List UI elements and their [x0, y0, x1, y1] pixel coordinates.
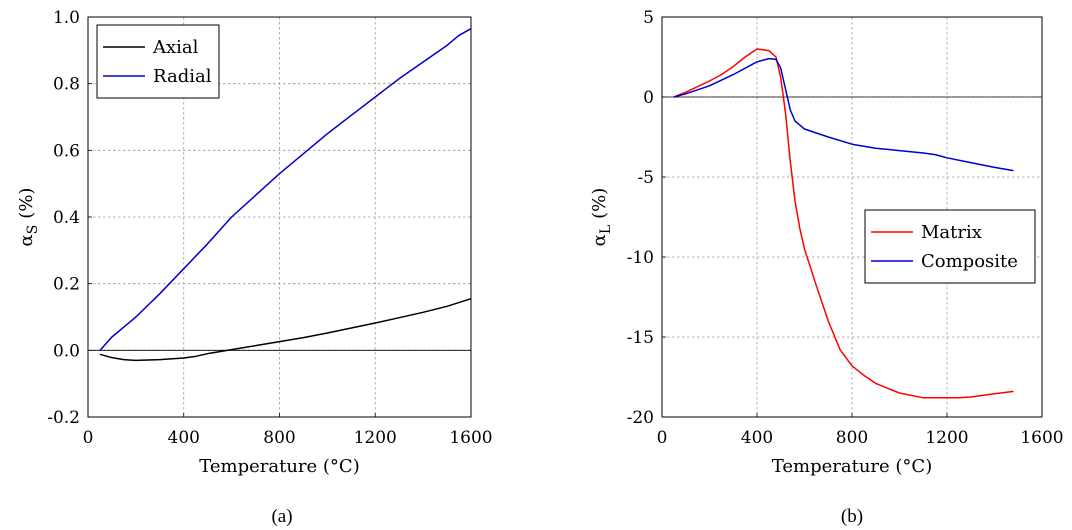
y-tick-label: 0.6 [53, 141, 80, 161]
y-tick-label: 5 [643, 8, 654, 28]
y-axis-symbol: α [16, 234, 37, 246]
legend: Axial Radial [96, 24, 220, 99]
x-tick-label: 0 [657, 428, 668, 448]
panel-caption: (a) [271, 506, 292, 527]
x-tick-label: 0 [83, 428, 94, 448]
y-axis-label: αL (%) [589, 188, 614, 247]
y-axis-unit: (%) [589, 188, 610, 219]
y-axis-unit: (%) [16, 188, 37, 219]
series-line-axial [99, 297, 472, 362]
y-tick-label: -0.2 [47, 408, 80, 428]
y-tick-label: 0 [643, 88, 654, 108]
y-tick-label: 0.4 [53, 208, 80, 228]
y-tick-label: 0.0 [53, 341, 80, 361]
legend-box [864, 209, 1036, 284]
x-tick-label: 1200 [354, 428, 397, 448]
y-axis-label: αS (%) [16, 188, 41, 247]
legend: Matrix Composite [864, 209, 1036, 284]
x-axis-label: Temperature (°C) [199, 456, 359, 477]
y-tick-label: 0.2 [53, 275, 80, 295]
x-tick-label: 1600 [449, 428, 492, 448]
panel-caption: (b) [841, 506, 863, 527]
x-tick-label: 400 [741, 428, 773, 448]
x-tick-label: 400 [168, 428, 200, 448]
y-tick-label: -10 [627, 248, 654, 268]
x-tick-label: 1200 [925, 428, 968, 448]
y-axis-subscript: L [598, 225, 614, 234]
legend-box [96, 24, 220, 99]
chart-panel-b: 0 400 800 1200 1600 -20 -15 -10 -5 0 5 Temperature … [589, 8, 1064, 527]
y-tick-label: -15 [627, 328, 654, 348]
legend-label-radial: Radial [153, 66, 212, 87]
y-tick-label: 1.0 [53, 8, 80, 28]
series-line-radial [99, 28, 472, 351]
legend-label-composite: Composite [921, 251, 1018, 272]
x-tick-label: 1600 [1020, 428, 1063, 448]
series-line-composite [673, 57, 1014, 172]
legend-label-matrix: Matrix [921, 222, 982, 243]
x-axis-label: Temperature (°C) [772, 456, 932, 477]
y-tick-label: -20 [627, 408, 654, 428]
y-axis-symbol: α [589, 234, 610, 246]
y-axis-subscript: S [25, 225, 41, 235]
y-tick-label: 0.8 [53, 75, 80, 95]
x-tick-label: 800 [263, 428, 295, 448]
y-tick-label: -5 [637, 168, 654, 188]
x-tick-label: 800 [836, 428, 868, 448]
legend-label-axial: Axial [152, 37, 199, 58]
series-line-matrix [673, 48, 1014, 399]
chart-panel-a: 0 400 800 1200 1600 -0.2 0.0 0.2 0.4 0.6 0.8 1.0 Tem… [16, 8, 493, 527]
